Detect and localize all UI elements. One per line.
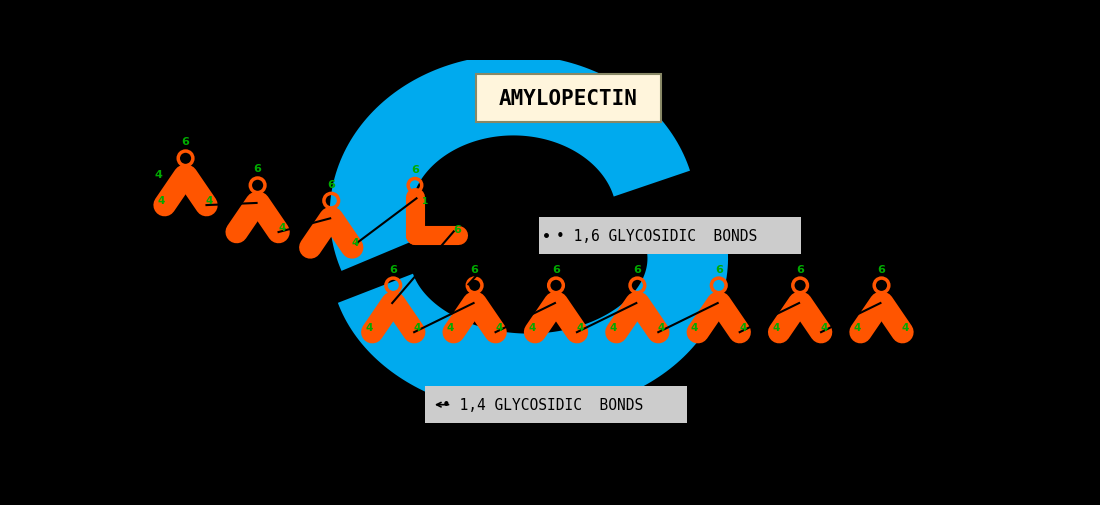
FancyBboxPatch shape: [476, 75, 661, 123]
Text: 4: 4: [902, 322, 910, 332]
Text: 4: 4: [528, 322, 536, 332]
Text: 4: 4: [854, 322, 861, 332]
Text: • 1,6 GLYCOSIDIC  BONDS: • 1,6 GLYCOSIDIC BONDS: [556, 228, 757, 243]
Text: 6: 6: [182, 137, 189, 147]
Text: 4: 4: [772, 322, 780, 332]
Polygon shape: [631, 119, 670, 165]
Text: • 1,4 GLYCOSIDIC  BONDS: • 1,4 GLYCOSIDIC BONDS: [442, 397, 644, 413]
Text: 4: 4: [278, 222, 285, 232]
Text: 4: 4: [154, 170, 163, 180]
FancyBboxPatch shape: [539, 217, 801, 254]
Text: 6: 6: [471, 264, 478, 274]
Text: 1: 1: [420, 197, 427, 206]
Text: 4: 4: [739, 322, 747, 332]
Text: 6: 6: [453, 224, 462, 234]
Text: 4: 4: [658, 322, 666, 332]
Text: 6: 6: [328, 179, 336, 189]
Text: 4: 4: [447, 322, 454, 332]
Text: 6: 6: [796, 264, 804, 274]
Text: 6: 6: [715, 264, 723, 274]
Text: 6: 6: [878, 264, 886, 274]
Text: AMYLOPECTIN: AMYLOPECTIN: [499, 89, 638, 109]
Text: 4: 4: [691, 322, 698, 332]
Text: 4: 4: [821, 322, 828, 332]
Polygon shape: [412, 343, 443, 371]
Text: 4: 4: [157, 195, 165, 206]
Text: 4: 4: [414, 322, 421, 332]
Text: 6: 6: [552, 264, 560, 274]
Text: 4: 4: [352, 238, 359, 248]
Text: 6: 6: [254, 164, 262, 174]
Text: 4: 4: [609, 322, 617, 332]
Text: 6: 6: [411, 164, 419, 174]
FancyBboxPatch shape: [425, 386, 688, 423]
Text: 6: 6: [389, 264, 397, 274]
Text: 4: 4: [576, 322, 584, 332]
Text: 4: 4: [495, 322, 503, 332]
Text: 6: 6: [634, 264, 641, 274]
Text: 4: 4: [365, 322, 373, 332]
Text: 4: 4: [206, 195, 213, 206]
